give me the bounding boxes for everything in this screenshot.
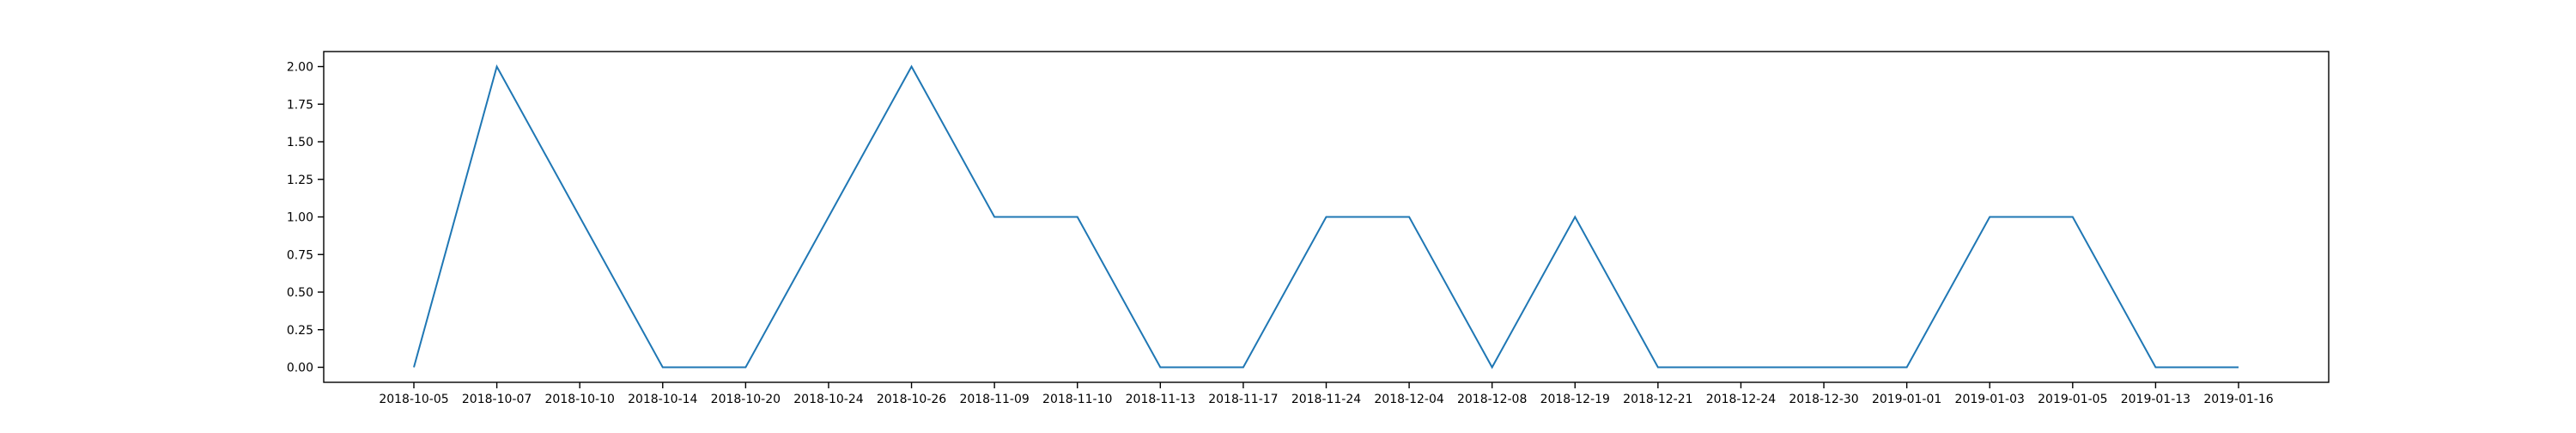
y-tick-label: 0.75 xyxy=(287,248,313,262)
x-tick-label: 2018-12-21 xyxy=(1623,393,1692,406)
x-tick-label: 2018-11-13 xyxy=(1126,393,1195,406)
x-tick-label: 2019-01-13 xyxy=(2121,393,2190,406)
x-tick-label: 2018-10-05 xyxy=(379,393,448,406)
x-tick-label: 2018-12-04 xyxy=(1374,393,1443,406)
y-tick-label: 1.50 xyxy=(287,136,313,149)
y-tick-label: 1.00 xyxy=(287,211,313,225)
x-tick-label: 2018-11-17 xyxy=(1208,393,1278,406)
x-tick-label: 2018-12-24 xyxy=(1706,393,1776,406)
x-tick-label: 2019-01-05 xyxy=(2038,393,2107,406)
x-tick-label: 2018-12-19 xyxy=(1540,393,1610,406)
y-tick-label: 2.00 xyxy=(287,61,313,75)
y-tick-label: 0.25 xyxy=(287,324,313,338)
x-tick-label: 2019-01-16 xyxy=(2203,393,2273,406)
y-tick-label: 1.25 xyxy=(287,174,313,187)
x-tick-label: 2018-12-08 xyxy=(1457,393,1527,406)
x-axis: 2018-10-05 2018-10-07 2018-10-10 2018-10-14… xyxy=(379,382,2273,406)
y-tick-label: 1.75 xyxy=(287,98,313,112)
x-tick-label: 2018-10-20 xyxy=(711,393,781,406)
x-tick-label: 2018-10-07 xyxy=(462,393,532,406)
y-axis: 0.00 0.25 0.50 0.75 1.00 1.25 1.50 1.75 2.00 xyxy=(287,61,324,375)
y-tick-label: 0.00 xyxy=(287,362,313,375)
x-tick-label: 2018-12-30 xyxy=(1789,393,1858,406)
x-tick-label: 2018-10-24 xyxy=(793,393,863,406)
x-tick-label: 2018-10-10 xyxy=(544,393,614,406)
x-tick-label: 2018-11-09 xyxy=(959,393,1029,406)
x-tick-label: 2018-10-14 xyxy=(628,393,697,406)
x-tick-label: 2018-10-26 xyxy=(877,393,946,406)
y-tick-label: 0.50 xyxy=(287,286,313,300)
x-tick-label: 2019-01-03 xyxy=(1955,393,2025,406)
x-tick-label: 2019-01-01 xyxy=(1872,393,1941,406)
x-tick-label: 2018-11-10 xyxy=(1042,393,1112,406)
plot-layer xyxy=(324,52,2329,382)
x-tick-label: 2018-11-24 xyxy=(1291,393,1361,406)
